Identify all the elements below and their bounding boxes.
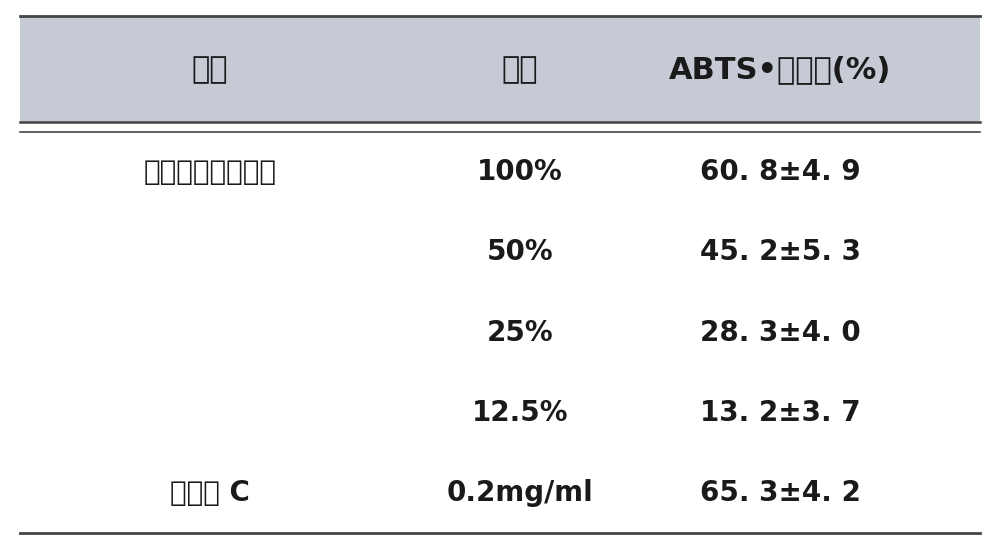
Text: 12.5%: 12.5% <box>472 399 568 427</box>
Text: 50%: 50% <box>487 238 553 267</box>
Text: 维生素 C: 维生素 C <box>170 479 250 507</box>
Text: 65. 3±4. 2: 65. 3±4. 2 <box>700 479 860 507</box>
Text: 100%: 100% <box>477 158 563 186</box>
Text: ABTS•清除率(%): ABTS•清除率(%) <box>669 55 891 84</box>
Text: 25%: 25% <box>487 319 553 347</box>
Text: 富疅植物酵素原液: 富疅植物酵素原液 <box>144 158 276 186</box>
Text: 0.2mg/ml: 0.2mg/ml <box>447 479 593 507</box>
Text: 浓度: 浓度 <box>502 55 538 84</box>
Text: 28. 3±4. 0: 28. 3±4. 0 <box>700 319 860 347</box>
Text: 60. 8±4. 9: 60. 8±4. 9 <box>700 158 860 186</box>
Text: 45. 2±5. 3: 45. 2±5. 3 <box>700 238 860 267</box>
Bar <box>20 16 980 122</box>
Text: 组别: 组别 <box>192 55 228 84</box>
Text: 13. 2±3. 7: 13. 2±3. 7 <box>700 399 860 427</box>
